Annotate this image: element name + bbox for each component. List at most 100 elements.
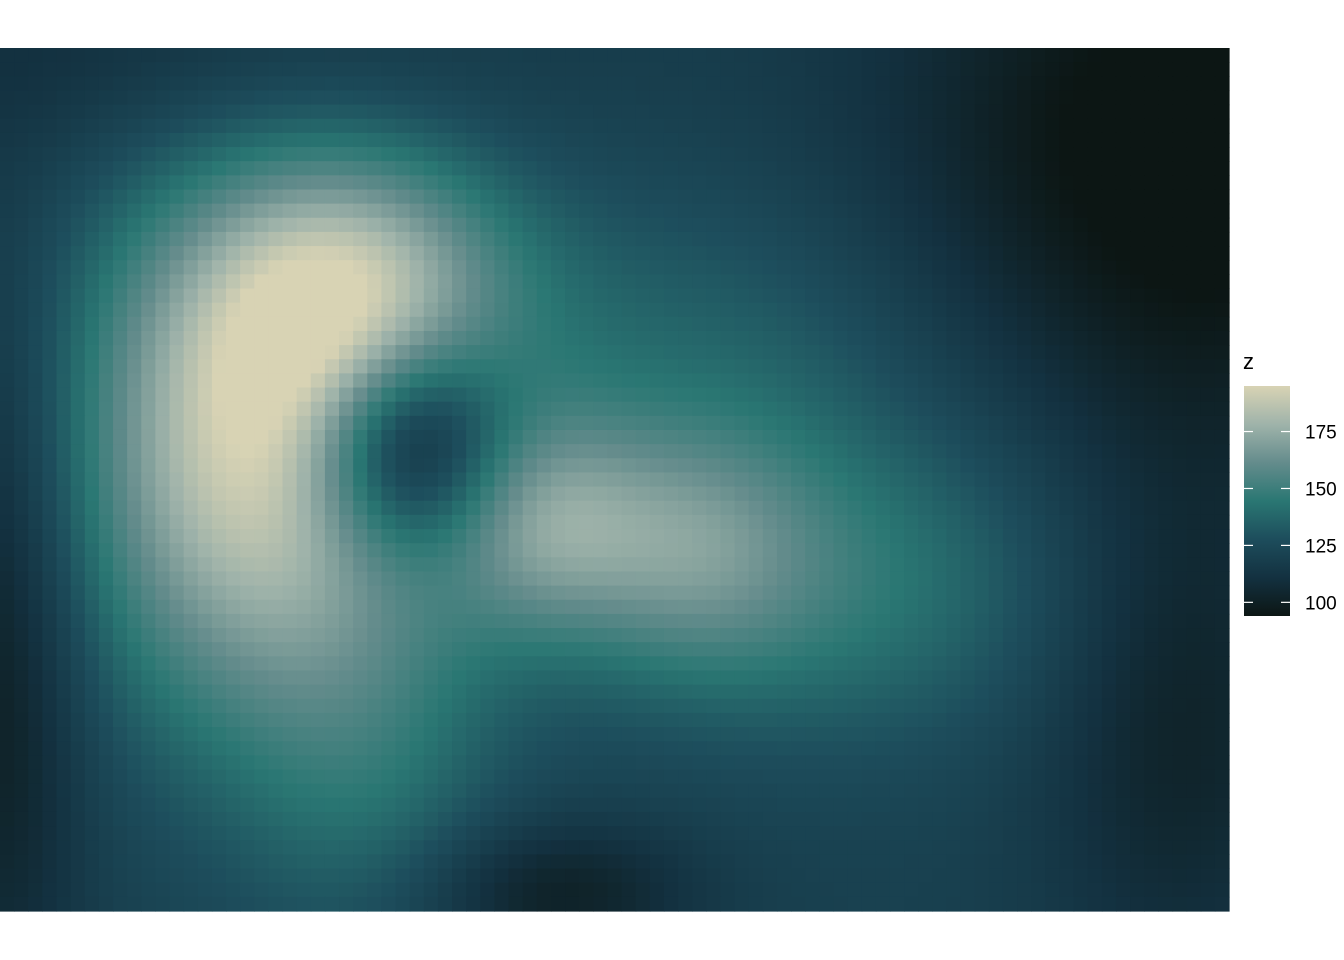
heatmap-cell: [70, 161, 86, 176]
heatmap-cell: [1144, 274, 1159, 290]
heatmap-cell: [833, 486, 849, 502]
heatmap-cell: [141, 500, 156, 516]
heatmap-cell: [0, 670, 15, 686]
heatmap-cell: [974, 415, 990, 431]
heatmap-cell: [1002, 373, 1018, 389]
heatmap-cell: [395, 755, 411, 771]
heatmap-cell: [1158, 48, 1174, 63]
heatmap-cell: [720, 161, 736, 176]
heatmap-cell: [296, 826, 312, 841]
heatmap-cell: [423, 231, 439, 247]
heatmap-cell: [974, 684, 990, 700]
heatmap-cell: [536, 811, 552, 827]
heatmap-cell: [98, 656, 114, 672]
heatmap-cell: [522, 840, 538, 856]
heatmap-cell: [14, 302, 29, 318]
heatmap-cell: [437, 797, 453, 813]
heatmap-cell: [1158, 670, 1174, 686]
heatmap-cell: [494, 529, 510, 544]
heatmap-cell: [254, 557, 270, 573]
heatmap-cell: [42, 175, 58, 191]
heatmap-cell: [678, 62, 693, 77]
heatmap-cell: [960, 741, 976, 756]
heatmap-cell: [988, 316, 1004, 332]
heatmap-cell: [494, 585, 510, 601]
heatmap-cell: [197, 373, 213, 389]
heatmap-cell: [649, 274, 665, 290]
heatmap-cell: [621, 444, 637, 459]
heatmap-cell: [904, 345, 919, 360]
heatmap-cell: [565, 231, 580, 247]
heatmap-cell: [946, 543, 962, 558]
heatmap-cell: [649, 642, 665, 657]
heatmap-cell: [508, 203, 524, 219]
heatmap-cell: [367, 302, 383, 318]
heatmap-cell: [226, 585, 241, 601]
heatmap-cell: [183, 698, 199, 714]
heatmap-cell: [1101, 670, 1117, 686]
heatmap-cell: [550, 486, 566, 502]
heatmap-cell: [211, 486, 227, 502]
heatmap-cell: [847, 458, 863, 474]
heatmap-cell: [155, 642, 171, 657]
heatmap-cell: [1200, 90, 1216, 106]
heatmap-cell: [847, 387, 863, 403]
heatmap-cell: [381, 415, 397, 431]
heatmap-cell: [720, 811, 736, 827]
heatmap-cell: [466, 231, 481, 247]
heatmap-cell: [932, 500, 948, 516]
heatmap-cell: [805, 840, 820, 856]
heatmap-cell: [1144, 132, 1159, 148]
heatmap-cell: [1130, 90, 1145, 106]
heatmap-cell: [1186, 486, 1202, 502]
heatmap-cell: [240, 387, 255, 403]
heatmap-cell: [254, 359, 270, 374]
heatmap-cell: [988, 628, 1004, 643]
heatmap-cell: [663, 585, 679, 601]
heatmap-cell: [988, 826, 1004, 841]
heatmap-cell: [1031, 217, 1046, 233]
heatmap-cell: [1059, 217, 1075, 233]
heatmap-cell: [268, 628, 284, 643]
heatmap-cell: [1059, 76, 1075, 92]
heatmap-cell: [367, 585, 383, 601]
heatmap-cell: [904, 62, 919, 77]
heatmap-cell: [14, 330, 29, 346]
heatmap-cell: [678, 557, 693, 573]
heatmap-cell: [169, 557, 185, 573]
heatmap-cell: [635, 76, 651, 92]
heatmap-cell: [692, 811, 707, 827]
heatmap-cell: [819, 415, 835, 431]
heatmap-cell: [409, 401, 425, 417]
heatmap-cell: [593, 330, 609, 346]
heatmap-cell: [1130, 840, 1145, 856]
heatmap-cell: [367, 231, 383, 247]
heatmap-cell: [678, 147, 693, 162]
heatmap-cell: [946, 373, 962, 389]
heatmap-cell: [833, 387, 849, 403]
heatmap-cell: [918, 260, 933, 275]
heatmap-cell: [988, 712, 1004, 728]
heatmap-cell: [183, 628, 199, 643]
heatmap-cell: [226, 90, 241, 106]
heatmap-cell: [692, 118, 707, 134]
heatmap-cell: [452, 670, 467, 686]
heatmap-cell: [904, 203, 919, 219]
heatmap-cell: [734, 345, 750, 360]
heatmap-cell: [169, 670, 185, 686]
heatmap-cell: [324, 147, 340, 162]
heatmap-cell: [663, 246, 679, 261]
heatmap-cell: [1186, 48, 1202, 63]
heatmap-cell: [226, 217, 241, 233]
heatmap-cell: [480, 727, 496, 742]
heatmap-cell: [706, 373, 722, 389]
heatmap-cell: [522, 175, 538, 191]
heatmap-cell: [508, 90, 524, 106]
heatmap-cell: [776, 769, 792, 785]
heatmap-cell: [663, 741, 679, 756]
heatmap-cell: [805, 458, 820, 474]
heatmap-cell: [84, 472, 100, 488]
heatmap-cell: [1045, 373, 1061, 389]
heatmap-cell: [1031, 500, 1046, 516]
heatmap-cell: [762, 670, 778, 686]
